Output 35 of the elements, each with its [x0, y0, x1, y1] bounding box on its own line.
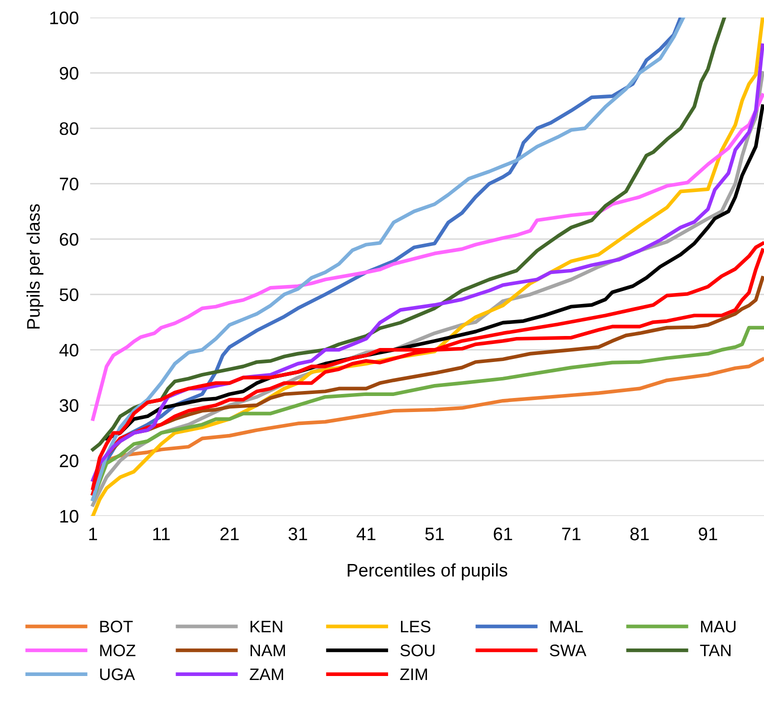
y-tick-label: 10	[60, 510, 78, 523]
y-tick-label: 20	[60, 454, 78, 468]
x-tick-label: 31	[288, 528, 308, 540]
x-tick-label: 41	[356, 528, 376, 540]
legend-label: NAM	[250, 644, 285, 656]
legend-label: BOT	[100, 620, 133, 632]
legend-label: SOU	[400, 644, 434, 656]
legend-label: UGA	[100, 668, 135, 680]
x-tick-label: 61	[494, 528, 512, 540]
y-tick-label: 90	[60, 66, 78, 80]
y-tick-label: 40	[59, 344, 78, 357]
legend-label: SWA	[550, 644, 586, 656]
x-tick-label: 91	[698, 528, 718, 540]
y-tick-label: 50	[60, 288, 78, 302]
y-tick-label: 30	[60, 399, 78, 412]
x-tick-label: 51	[425, 528, 444, 540]
x-tick-label: 1	[89, 528, 98, 540]
y-tick-label: 60	[60, 233, 78, 246]
legend-label: ZIM	[400, 668, 427, 680]
legend-label: MAU	[701, 620, 736, 632]
y-tick-label: 100	[50, 11, 78, 24]
y-tick-label: 70	[60, 178, 78, 190]
x-tick-label: 11	[153, 528, 170, 540]
x-tick-label: 71	[562, 528, 580, 540]
legend-label: TAN	[700, 644, 730, 656]
x-axis-title: Percentiles of pupils	[348, 563, 508, 580]
legend-label: ZAM	[250, 668, 284, 680]
legend-label: MOZ	[100, 644, 136, 656]
x-tick-label: 81	[630, 528, 649, 540]
legend-label: LES	[400, 620, 430, 632]
legend-label: MAL	[550, 620, 583, 632]
y-tick-label: 80	[60, 122, 78, 136]
y-axis-title: Pupils per class	[26, 204, 44, 328]
x-tick-label: 21	[220, 528, 239, 540]
legend-label: KEN	[250, 620, 282, 632]
